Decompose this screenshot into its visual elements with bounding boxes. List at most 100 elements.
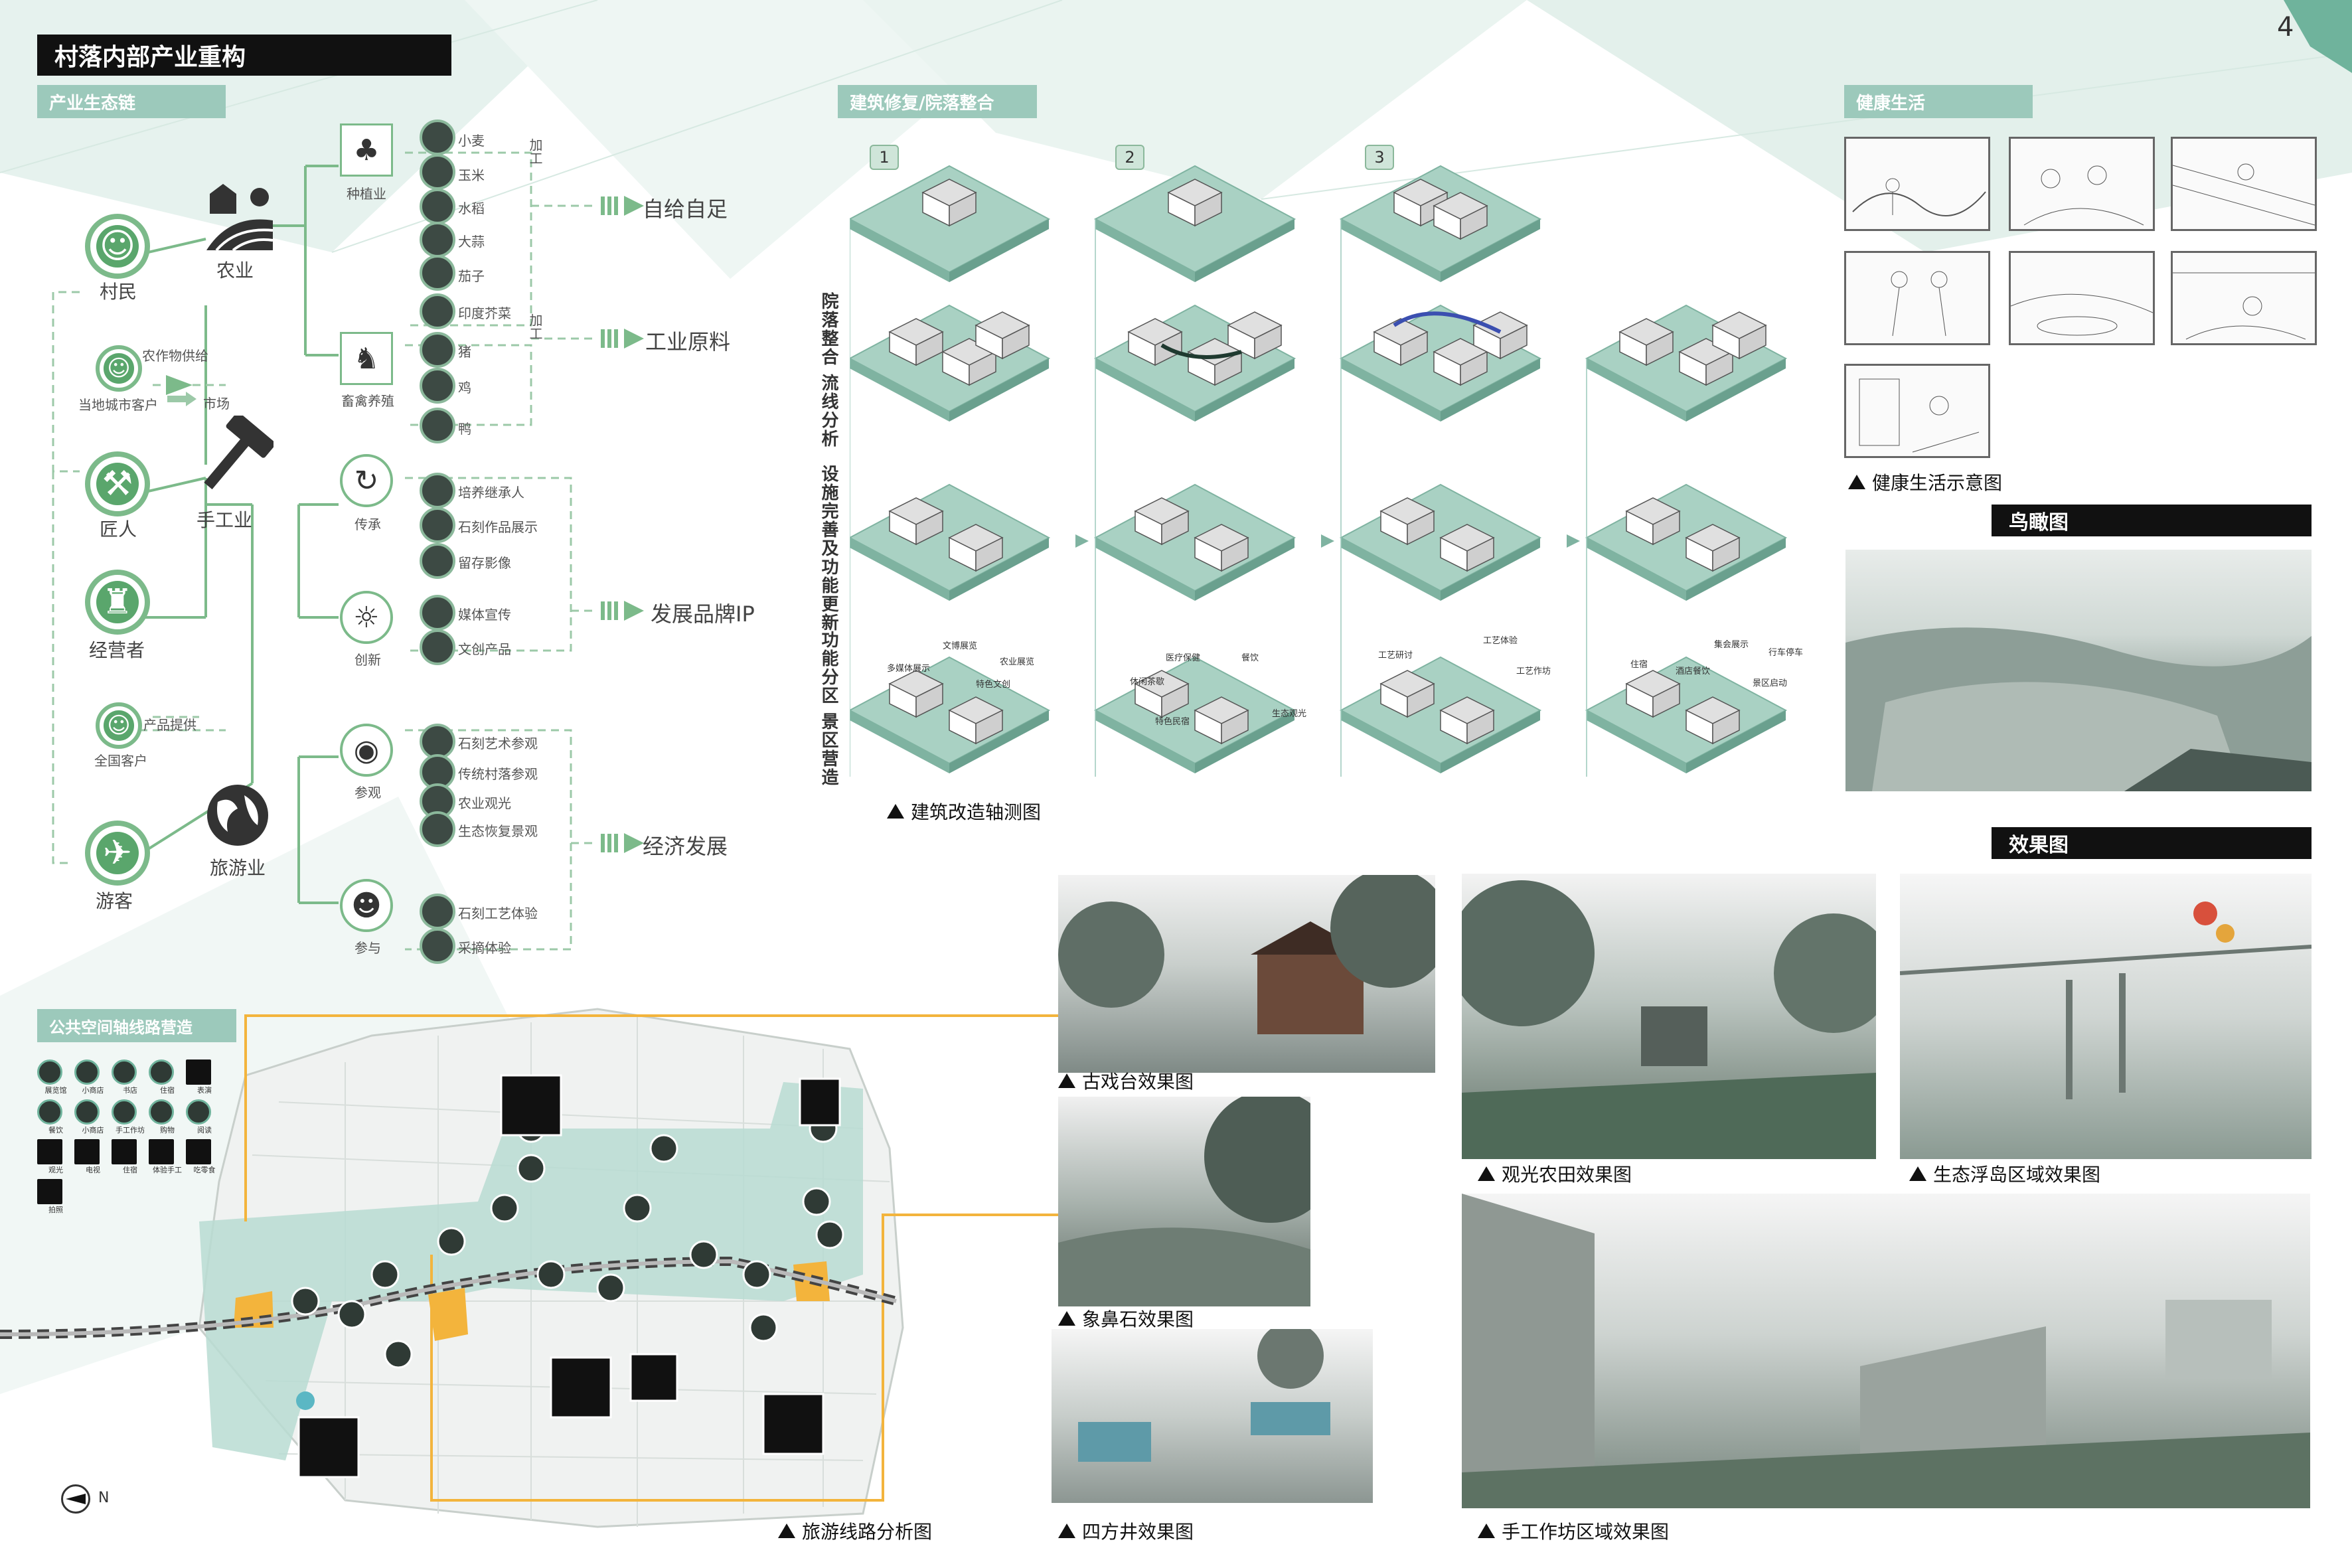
legend-label: 拍照 <box>48 1206 63 1214</box>
group-inherit: 传承 <box>354 516 381 532</box>
outcome-industrial-material: 工业原料 <box>645 329 731 354</box>
arch-repair-header: 建筑修复/院落整合 <box>838 85 1037 118</box>
legend-label: 阅读 <box>197 1126 212 1135</box>
city-client-icon: ☺ <box>96 345 142 392</box>
facility-label: 住宿 <box>1630 660 1648 670</box>
item-village-visit: 传统村落参观 <box>458 766 538 782</box>
process-label-1: 加工 <box>527 138 543 165</box>
item-icon <box>420 507 455 543</box>
item-icon <box>420 894 455 929</box>
group-planting: 种植业 <box>347 186 386 202</box>
facility-label: 医疗保健 <box>1166 653 1201 663</box>
step-number-3: 3 <box>1365 145 1394 170</box>
facility-label: 休闲茶歇 <box>1130 677 1165 687</box>
triangle-icon <box>1909 1166 1926 1181</box>
tourist-icon: ✈ <box>85 821 150 886</box>
item-wheat: 小麦 <box>458 133 485 149</box>
legend-item: 购物 <box>149 1099 186 1135</box>
birdseye-image <box>1845 550 2312 791</box>
process-label-2: 加工 <box>527 313 543 340</box>
item-picking: 采摘体验 <box>458 940 511 956</box>
facility-label: 景区启动 <box>1753 678 1788 688</box>
legend-label: 电视 <box>86 1166 100 1174</box>
legend-icon <box>149 1139 174 1164</box>
item-icon <box>420 255 455 291</box>
crop-supply-label: 农作物供给 <box>142 348 208 364</box>
group-participate: 参与 <box>354 940 381 956</box>
actor-villager: 村民 <box>100 281 137 303</box>
item-icon <box>420 189 455 224</box>
sector-handicraft: 手工业 <box>196 509 253 531</box>
legend-icon <box>74 1059 100 1085</box>
legend-item: 表演 <box>186 1059 223 1095</box>
item-icon <box>420 473 455 509</box>
triangle-icon <box>778 1524 795 1538</box>
item-successor: 培养继承人 <box>458 485 524 501</box>
public-space-header: 公共空间轴线路营造 <box>37 1009 236 1042</box>
facility-label: 集会展示 <box>1714 640 1749 650</box>
artisan-icon: ⚒ <box>85 451 150 516</box>
legend-label: 小商店 <box>82 1086 104 1095</box>
sector-agriculture: 农业 <box>216 260 254 281</box>
legend-icon <box>149 1059 174 1085</box>
axonometric-diagram <box>850 165 1786 777</box>
render-caption-5: 生态浮岛区域效果图 <box>1909 1160 2100 1187</box>
product-supply-label: 产品提供 <box>143 717 196 733</box>
sketch-4 <box>1844 251 1990 345</box>
render-caption-1: 古戏台效果图 <box>1058 1067 1194 1094</box>
item-pig: 猪 <box>458 344 471 360</box>
map-caption-text: 旅游线路分析图 <box>802 1521 933 1543</box>
legend-item: 吃零食 <box>186 1139 223 1175</box>
legend-icon <box>112 1139 137 1164</box>
market-arrow <box>167 392 196 406</box>
render-caption-text: 四方井效果图 <box>1082 1521 1194 1543</box>
outcome-self-sufficient: 自给自足 <box>643 196 728 222</box>
triangle-icon <box>1478 1524 1495 1538</box>
legend-label: 餐饮 <box>48 1126 63 1135</box>
legend-label: 观光 <box>48 1166 63 1174</box>
item-stone-art: 石刻艺术参观 <box>458 736 538 751</box>
item-mustard: 印度芥菜 <box>458 305 511 321</box>
facility-label: 多媒体展示 <box>887 664 931 674</box>
row-label-zoning: 功能分区 景区营造 <box>819 631 838 787</box>
render-caption-4: 观光农田效果图 <box>1478 1160 1632 1187</box>
render-caption-text: 象鼻石效果图 <box>1082 1308 1194 1330</box>
item-stone-show: 石刻作品展示 <box>458 519 538 535</box>
facility-label: 工艺体验 <box>1483 636 1518 646</box>
render-farmland <box>1462 874 1876 1159</box>
item-icon <box>420 928 455 964</box>
legend-icon <box>149 1099 174 1125</box>
legend-item: 拍照 <box>37 1179 74 1215</box>
render-caption-text: 观光农田效果图 <box>1502 1164 1632 1186</box>
legend-item: 电视 <box>74 1139 112 1175</box>
item-eggplant: 茄子 <box>458 268 485 284</box>
farm-icon <box>203 181 276 254</box>
legend-label: 购物 <box>160 1126 175 1135</box>
healthy-life-caption: 健康生活示意图 <box>1848 469 2002 495</box>
item-icon <box>420 222 455 258</box>
render-elephant-stone <box>1058 1097 1310 1306</box>
arch-caption: 建筑改造轴测图 <box>887 798 1041 824</box>
outcome-economy: 经济发展 <box>643 834 728 859</box>
villager-icon: ☺ <box>85 214 150 279</box>
actor-operator: 经营者 <box>89 639 145 661</box>
render-workshop <box>1462 1194 2310 1508</box>
healthy-life-caption-text: 健康生活示意图 <box>1872 472 2003 494</box>
legend-icon <box>37 1179 62 1204</box>
triangle-icon <box>1058 1073 1075 1088</box>
legend-item: 住宿 <box>149 1059 186 1095</box>
triangle-icon <box>1058 1311 1075 1326</box>
facility-label: 酒店餐饮 <box>1676 666 1711 676</box>
sketch-5 <box>2009 251 2155 345</box>
facility-label: 农业展览 <box>1000 657 1035 667</box>
item-corn: 玉米 <box>458 167 485 183</box>
facility-label: 特色民宿 <box>1155 717 1190 727</box>
legend-label: 吃零食 <box>193 1166 216 1174</box>
inherit-icon: ↻ <box>340 454 393 507</box>
page-number: 4 <box>2277 12 2294 42</box>
render-caption-2: 象鼻石效果图 <box>1058 1305 1194 1332</box>
item-icon <box>420 332 455 368</box>
north-label: N <box>98 1490 110 1506</box>
planting-icon: ♣ <box>340 123 393 177</box>
legend-label: 住宿 <box>160 1086 175 1095</box>
